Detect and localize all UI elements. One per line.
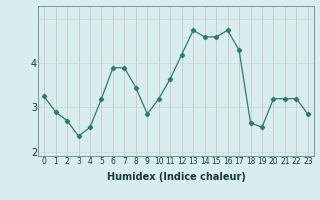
X-axis label: Humidex (Indice chaleur): Humidex (Indice chaleur) (107, 172, 245, 182)
